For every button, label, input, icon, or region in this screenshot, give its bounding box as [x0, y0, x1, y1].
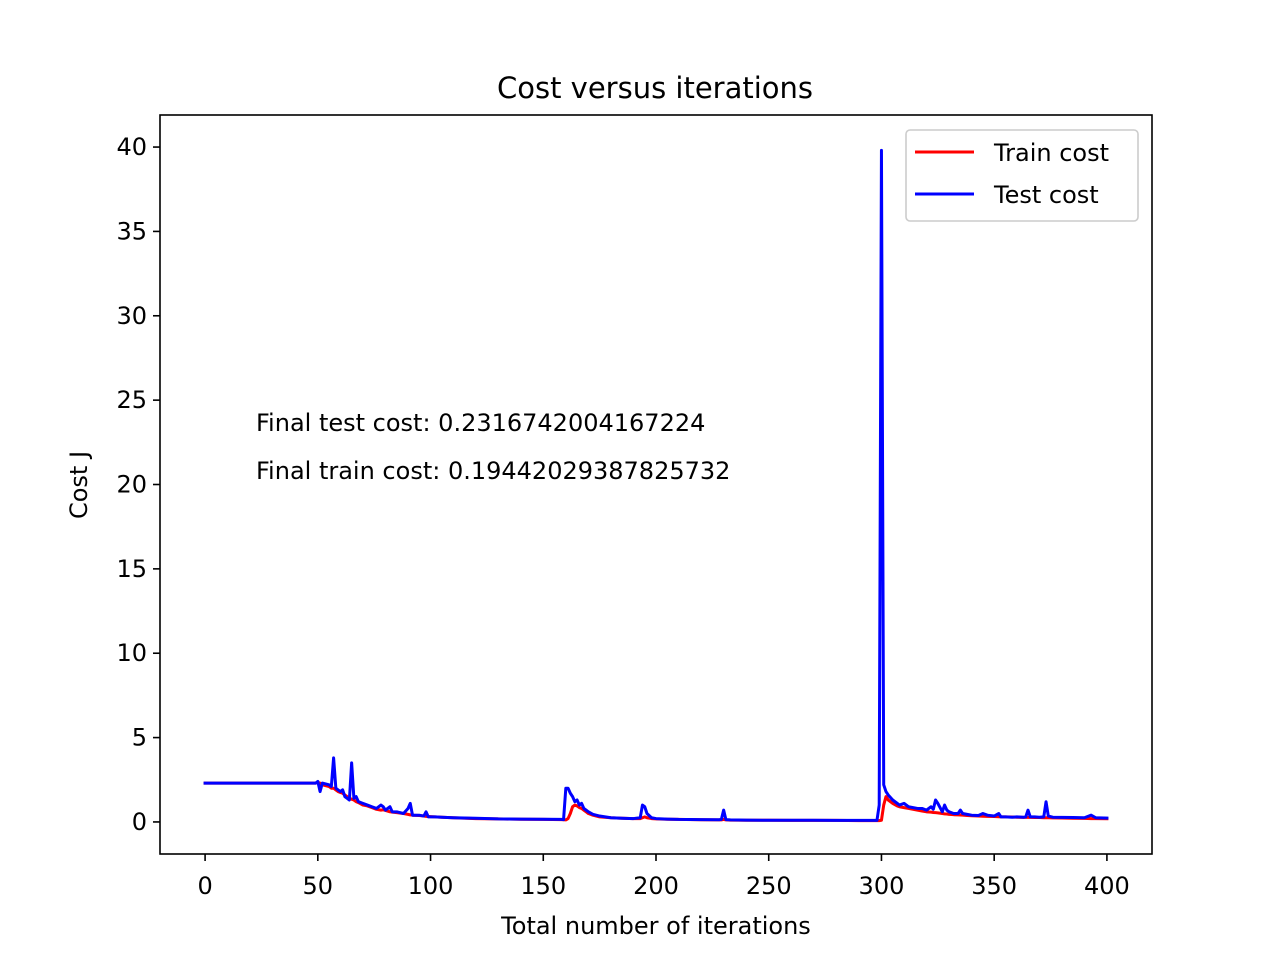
x-tick-label: 350 [971, 872, 1017, 900]
y-tick-label: 10 [116, 639, 147, 667]
legend-label-train-cost: Train cost [993, 139, 1109, 167]
y-tick-label: 15 [116, 555, 147, 583]
plot-area [160, 115, 1152, 854]
y-tick-label: 35 [116, 217, 147, 245]
final-test-cost-annotation: Final test cost: 0.2316742004167224 [256, 409, 705, 437]
final-train-cost-annotation: Final train cost: 0.19442029387825732 [256, 457, 730, 485]
y-axis-title: Cost J [65, 451, 93, 519]
chart-title: Cost versus iterations [497, 71, 813, 105]
x-tick-label: 250 [746, 872, 792, 900]
y-tick-label: 30 [116, 302, 147, 330]
series-lines [203, 148, 1109, 823]
x-tick-label: 300 [859, 872, 905, 900]
x-axis-title: Total number of iterations [500, 912, 811, 940]
x-tick-label: 100 [408, 872, 454, 900]
legend: Train cost Test cost [905, 129, 1139, 222]
y-tick-label: 5 [132, 724, 147, 752]
x-tick-label: 50 [303, 872, 334, 900]
x-axis-ticks: 0 50 100 150 200 250 300 350 400 [197, 854, 1130, 900]
x-tick-label: 150 [520, 872, 566, 900]
x-tick-label: 200 [633, 872, 679, 900]
plot-frame [159, 114, 1153, 855]
series-line-test-cost [203, 148, 1109, 822]
y-tick-label: 40 [116, 133, 147, 161]
x-tick-label: 0 [197, 872, 212, 900]
y-tick-label: 20 [116, 471, 147, 499]
y-tick-label: 25 [116, 386, 147, 414]
legend-label-test-cost: Test cost [993, 181, 1099, 209]
y-axis-ticks: 0 5 10 15 20 25 30 35 40 [116, 133, 160, 836]
y-tick-label: 0 [132, 808, 147, 836]
x-tick-label: 400 [1084, 872, 1130, 900]
